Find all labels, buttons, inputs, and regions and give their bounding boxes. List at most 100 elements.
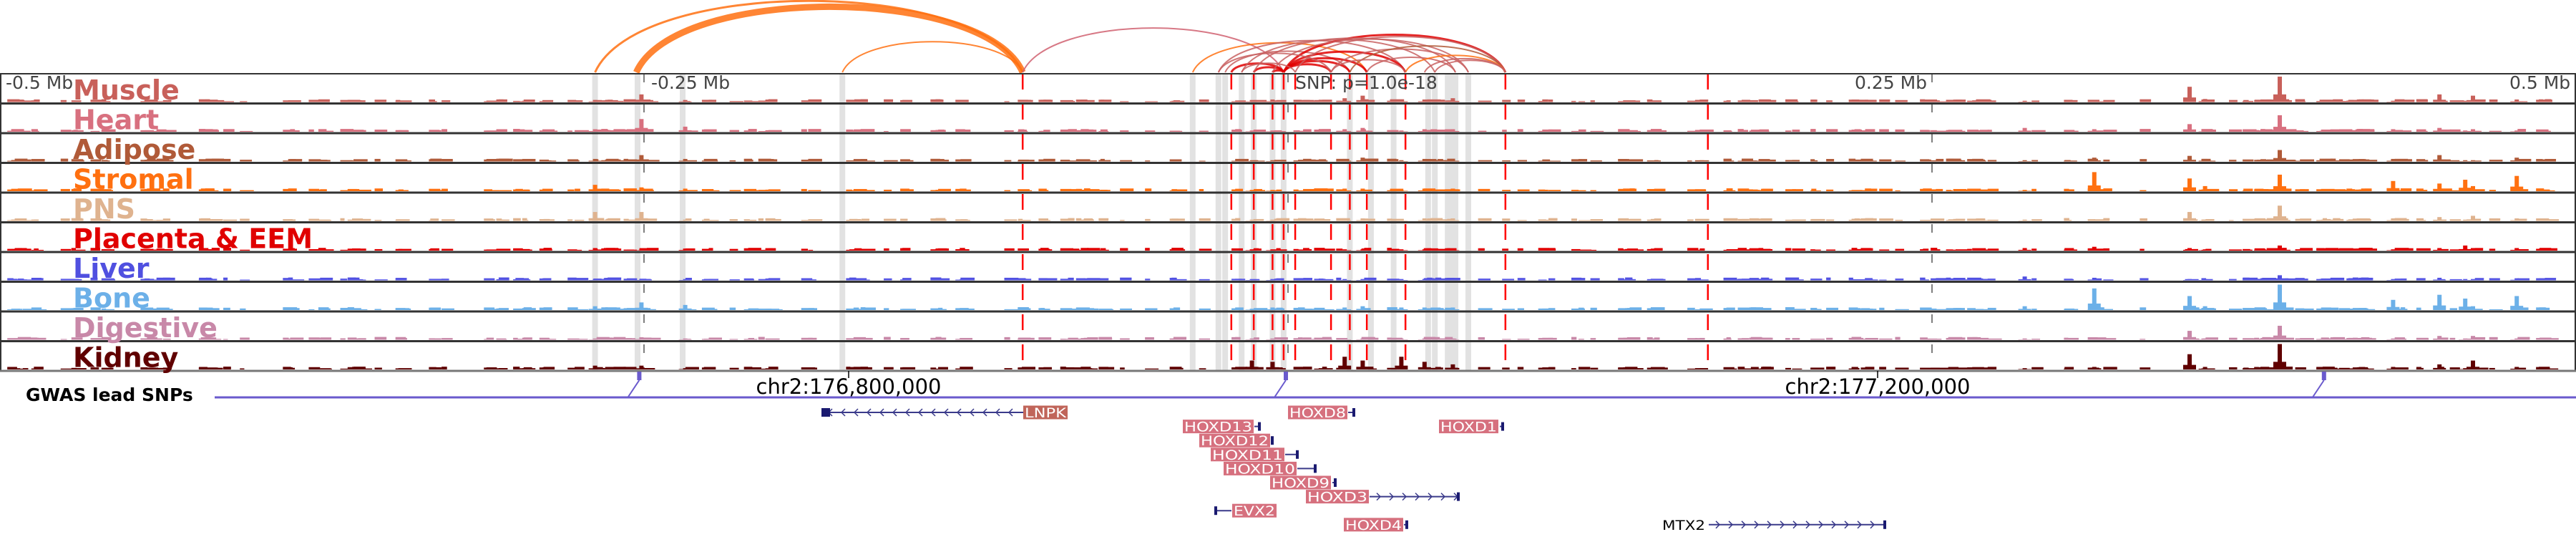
signal-bar: [1423, 337, 1436, 340]
signal-bar: [441, 158, 453, 162]
signal-bar: [2338, 308, 2351, 310]
signal-bar: [2319, 190, 2326, 191]
signal-bar: [358, 189, 371, 191]
signal-peak: [1422, 158, 1427, 162]
signal-bar: [2333, 308, 2339, 310]
signal-bar: [884, 367, 894, 369]
strand-arrow-left-icon: [930, 408, 936, 417]
signal-peak-shoulder: [2183, 337, 2196, 340]
signal-peak: [2187, 178, 2192, 191]
signal-bar: [1792, 189, 1803, 191]
signal-bar: [575, 160, 580, 162]
signal-bar: [743, 367, 753, 369]
signal-bar: [1749, 130, 1755, 132]
signal-bar: [162, 130, 177, 132]
signal-bar: [708, 100, 717, 102]
signal-bar: [2031, 248, 2037, 251]
signal-peak-shoulder: [1446, 279, 1460, 281]
signal-bar: [1811, 249, 1821, 251]
signal-bar: [1276, 218, 1290, 221]
signal-bar: [347, 100, 361, 102]
signal-bar: [623, 367, 637, 369]
signal-bar: [808, 367, 817, 369]
signal-bar: [318, 160, 331, 162]
signal-peak: [1342, 307, 1347, 310]
signal-bar: [2254, 337, 2260, 340]
signal-bar: [1018, 337, 1031, 340]
signal-bar: [211, 279, 218, 281]
signal-peak: [1399, 130, 1404, 132]
signal-bar: [1314, 248, 1325, 251]
signal-peak-shoulder: [678, 279, 692, 281]
signal-bar: [608, 130, 615, 132]
signal-bar: [2300, 248, 2313, 251]
strand-arrow-left-icon: [1008, 408, 1013, 417]
signal-bar: [374, 100, 387, 102]
signal-bar: [1948, 190, 1953, 191]
signal-peak-shoulder: [2467, 130, 2479, 132]
signal-bar: [2400, 248, 2414, 251]
signal-bar: [1253, 190, 1266, 191]
signal-bar: [575, 219, 585, 221]
signal-bar: [2361, 248, 2371, 251]
signal-bar: [1578, 278, 1586, 281]
signal-bar: [2243, 218, 2257, 221]
gene-exon: [1296, 450, 1299, 459]
signal-bar: [1169, 249, 1181, 251]
signal-bar: [1654, 188, 1666, 191]
signal-bar: [1623, 279, 1634, 281]
signal-bar: [1387, 130, 1399, 132]
signal-bar: [960, 277, 975, 281]
signal-bar: [849, 338, 859, 340]
signal-bar: [484, 249, 489, 251]
signal-bar: [567, 130, 572, 132]
signal-peak-shoulder: [2386, 279, 2400, 281]
signal-bar: [808, 249, 814, 251]
signal-bar: [1687, 100, 1696, 102]
signal-bar: [1274, 218, 1282, 221]
signal-peak-shoulder: [1356, 190, 1370, 191]
signal-bar: [1865, 218, 1877, 221]
signal-bar: [1542, 367, 1554, 369]
track-label: PNS: [73, 193, 135, 225]
signal-bar: [1254, 337, 1259, 340]
signal-bar: [729, 190, 741, 191]
signal-bar: [144, 219, 153, 221]
signal-bar: [1038, 159, 1050, 162]
gwas-snp-marker: [2321, 372, 2326, 380]
signal-bar: [1623, 100, 1636, 102]
signal-peak: [2278, 174, 2282, 191]
chromatin-loop-arc: [1272, 69, 1285, 74]
signal-peak: [1270, 160, 1275, 162]
signal-bar: [283, 337, 289, 340]
signal-bar: [1650, 100, 1662, 102]
signal-bar: [31, 100, 37, 102]
signal-bar: [522, 278, 530, 281]
signal-bar: [1361, 279, 1373, 281]
signal-bar: [1785, 277, 1800, 281]
signal-bar: [1571, 277, 1582, 281]
signal-bar: [162, 248, 173, 251]
signal-bar: [1694, 309, 1707, 310]
signal-bar: [2031, 100, 2040, 102]
signal-peak: [2437, 364, 2442, 369]
signal-bar: [1694, 160, 1709, 162]
signal-peak: [2202, 249, 2207, 251]
signal-bar: [1742, 308, 1753, 310]
chromatin-loop-arc: [1366, 57, 1456, 73]
signal-bar: [60, 100, 67, 102]
gene-label: MTX2: [1662, 518, 1705, 533]
signal-bar: [2243, 308, 2255, 310]
signal-bar: [1145, 188, 1152, 191]
signal-bar: [14, 100, 25, 102]
signal-bar: [627, 368, 634, 369]
signal-peak: [639, 119, 644, 132]
signal-bar: [685, 367, 699, 369]
signal-peak-shoulder: [2467, 309, 2479, 310]
signal-bar: [1654, 101, 1662, 102]
signal-bar: [2346, 309, 2356, 310]
signal-bar: [1303, 100, 1317, 102]
signal-bar: [2316, 130, 2323, 132]
signal-bar: [1478, 188, 1491, 191]
signal-bar: [1169, 159, 1182, 162]
